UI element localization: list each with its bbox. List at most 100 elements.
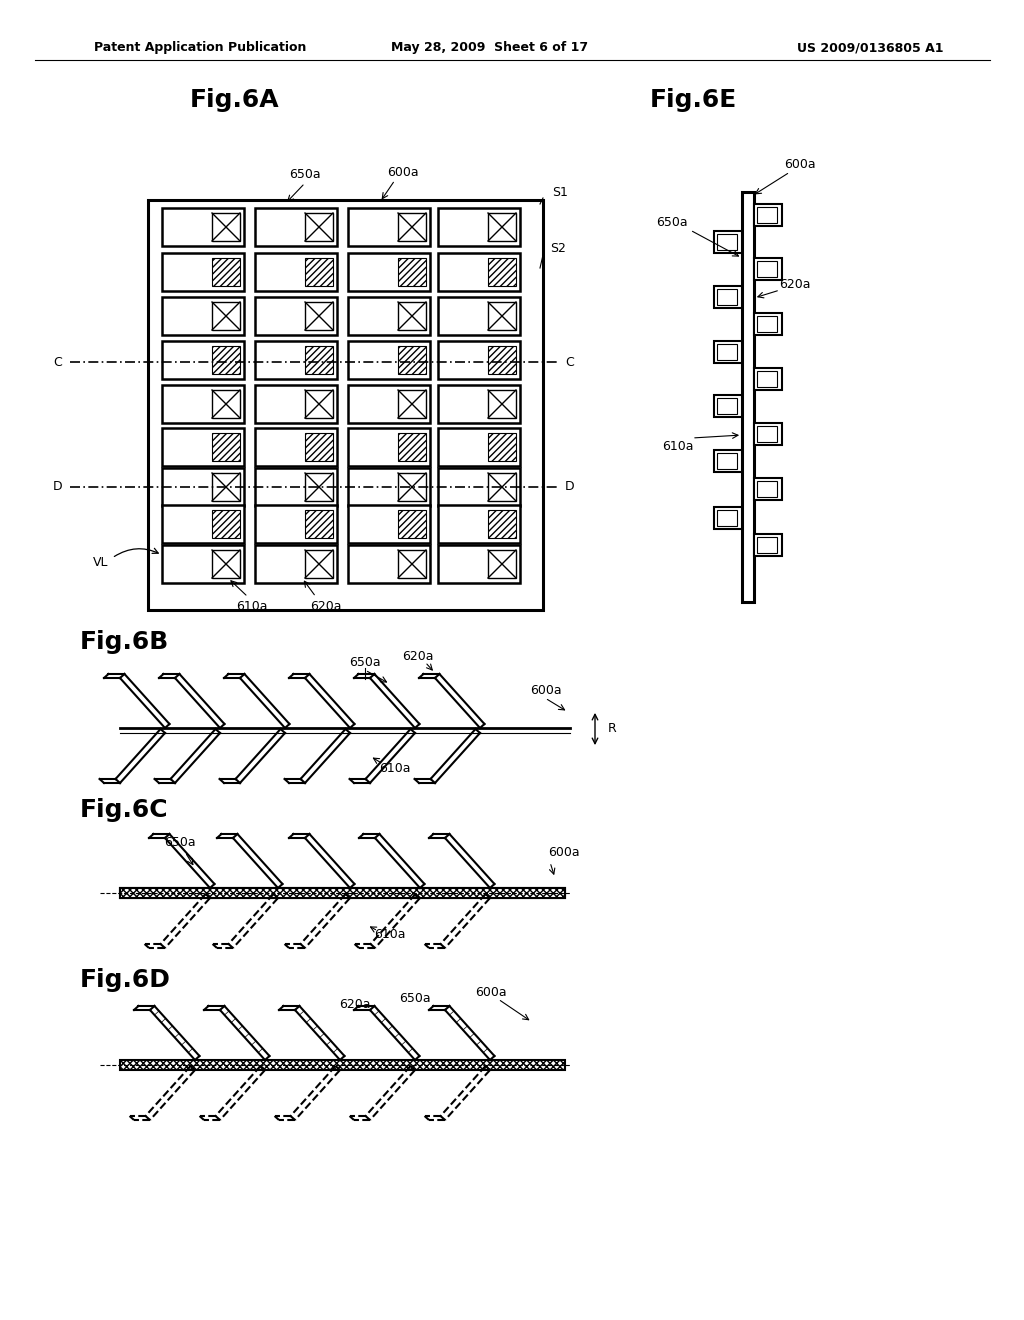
Bar — [714, 341, 742, 363]
Bar — [348, 506, 430, 543]
Text: 650a: 650a — [289, 169, 321, 181]
Bar — [212, 302, 240, 330]
Bar — [255, 469, 337, 506]
Text: C: C — [53, 355, 62, 368]
Bar — [754, 313, 782, 335]
Bar — [488, 473, 516, 502]
Text: S2: S2 — [550, 242, 566, 255]
Bar — [757, 207, 777, 223]
Text: 620a: 620a — [339, 998, 371, 1011]
Bar — [398, 302, 426, 330]
Bar — [162, 506, 244, 543]
Bar — [398, 550, 426, 578]
Bar — [757, 480, 777, 498]
Text: 620a: 620a — [402, 651, 434, 664]
Text: Patent Application Publication: Patent Application Publication — [94, 41, 306, 54]
Bar — [305, 257, 333, 286]
Bar — [305, 473, 333, 502]
Text: 600a: 600a — [784, 157, 816, 170]
Bar — [148, 201, 543, 610]
Text: 650a: 650a — [399, 991, 431, 1005]
Text: 610a: 610a — [237, 601, 267, 614]
Bar — [212, 346, 240, 374]
Bar — [757, 537, 777, 553]
Bar — [398, 510, 426, 539]
Bar — [212, 433, 240, 461]
Bar — [212, 389, 240, 418]
Text: Fig.6A: Fig.6A — [190, 88, 280, 112]
Bar — [212, 473, 240, 502]
Bar — [398, 473, 426, 502]
Bar — [348, 545, 430, 583]
Bar — [212, 510, 240, 539]
Text: 610a: 610a — [663, 441, 693, 454]
Bar — [714, 286, 742, 308]
Bar — [488, 213, 516, 242]
Bar — [754, 535, 782, 556]
Text: D: D — [565, 480, 574, 494]
Bar — [162, 385, 244, 422]
Bar — [488, 550, 516, 578]
Bar — [162, 545, 244, 583]
Bar — [438, 506, 520, 543]
Text: Fig.6C: Fig.6C — [80, 799, 169, 822]
Bar — [717, 234, 737, 249]
Bar — [255, 506, 337, 543]
Bar — [398, 257, 426, 286]
Text: VL: VL — [92, 556, 108, 569]
Bar — [212, 257, 240, 286]
Bar — [488, 257, 516, 286]
Bar — [398, 213, 426, 242]
Bar — [488, 433, 516, 461]
Bar — [717, 399, 737, 414]
Bar — [717, 510, 737, 525]
Bar — [742, 191, 754, 602]
Bar — [398, 433, 426, 461]
Bar — [255, 209, 337, 246]
Bar — [488, 510, 516, 539]
Text: 610a: 610a — [379, 762, 411, 775]
Bar — [714, 395, 742, 417]
Text: 600a: 600a — [475, 986, 507, 998]
Bar — [717, 345, 737, 360]
Bar — [305, 346, 333, 374]
Bar — [754, 205, 782, 226]
Text: 610a: 610a — [374, 928, 406, 941]
Bar — [717, 289, 737, 305]
Text: R: R — [608, 722, 616, 734]
Bar — [120, 888, 565, 898]
Bar — [348, 253, 430, 290]
Bar — [754, 478, 782, 500]
Text: 600a: 600a — [530, 684, 561, 697]
Bar — [438, 428, 520, 466]
Bar — [255, 545, 337, 583]
Bar — [255, 385, 337, 422]
Bar — [162, 209, 244, 246]
Bar — [438, 253, 520, 290]
Text: May 28, 2009  Sheet 6 of 17: May 28, 2009 Sheet 6 of 17 — [391, 41, 589, 54]
Bar — [255, 428, 337, 466]
Text: C: C — [565, 355, 573, 368]
Bar — [255, 253, 337, 290]
Bar — [348, 469, 430, 506]
Text: 620a: 620a — [779, 279, 811, 292]
Bar — [754, 257, 782, 280]
Text: Fig.6B: Fig.6B — [80, 630, 169, 653]
Text: 650a: 650a — [656, 215, 688, 228]
Bar — [305, 550, 333, 578]
Text: 650a: 650a — [164, 837, 196, 850]
Text: 650a: 650a — [349, 656, 381, 669]
Bar — [438, 385, 520, 422]
Bar — [162, 469, 244, 506]
Bar — [305, 302, 333, 330]
Bar — [488, 389, 516, 418]
Bar — [714, 450, 742, 473]
Text: S1: S1 — [552, 186, 568, 199]
Bar — [162, 341, 244, 379]
Bar — [305, 389, 333, 418]
Bar — [120, 1060, 565, 1071]
Bar — [212, 213, 240, 242]
Bar — [120, 888, 565, 898]
Bar — [162, 253, 244, 290]
Bar — [438, 341, 520, 379]
